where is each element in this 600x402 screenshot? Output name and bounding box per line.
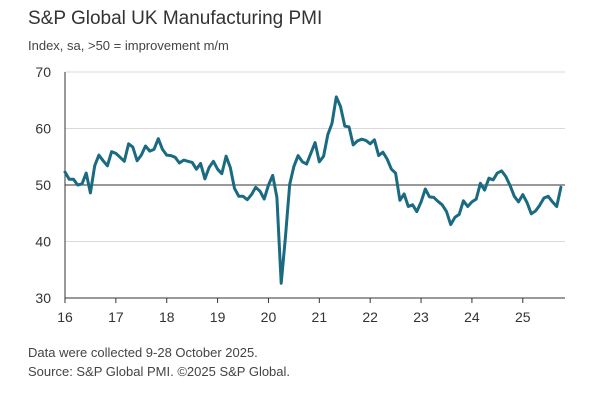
x-tick-label: 20	[261, 309, 277, 325]
pmi-series-line	[63, 95, 563, 285]
x-tick-label: 24	[464, 309, 480, 325]
source-note: Source: S&P Global PMI. ©2025 S&P Global…	[28, 364, 291, 379]
tick-labels: 30 40 50 60 70 16 17 18 19 20 21 22 23 24 25	[35, 64, 530, 325]
x-tick-label: 18	[159, 309, 175, 325]
y-tick-label: 70	[35, 64, 51, 80]
y-tick-label: 50	[35, 177, 51, 193]
x-tick-label: 16	[57, 309, 73, 325]
chart-subtitle: Index, sa, >50 = improvement m/m	[28, 38, 229, 53]
y-tick-label: 30	[35, 290, 51, 306]
x-tick-label: 25	[515, 309, 531, 325]
x-tick-label: 23	[413, 309, 429, 325]
y-tick-label: 60	[35, 121, 51, 137]
y-tick-label: 40	[35, 234, 51, 250]
collection-note: Data were collected 9-28 October 2025.	[28, 345, 258, 360]
x-tick-label: 17	[108, 309, 124, 325]
x-tick-label: 21	[312, 309, 328, 325]
x-tick-label: 22	[362, 309, 378, 325]
x-tick-label: 19	[210, 309, 226, 325]
axes	[64, 72, 565, 303]
series	[63, 95, 563, 285]
chart-title: S&P Global UK Manufacturing PMI	[28, 8, 323, 29]
